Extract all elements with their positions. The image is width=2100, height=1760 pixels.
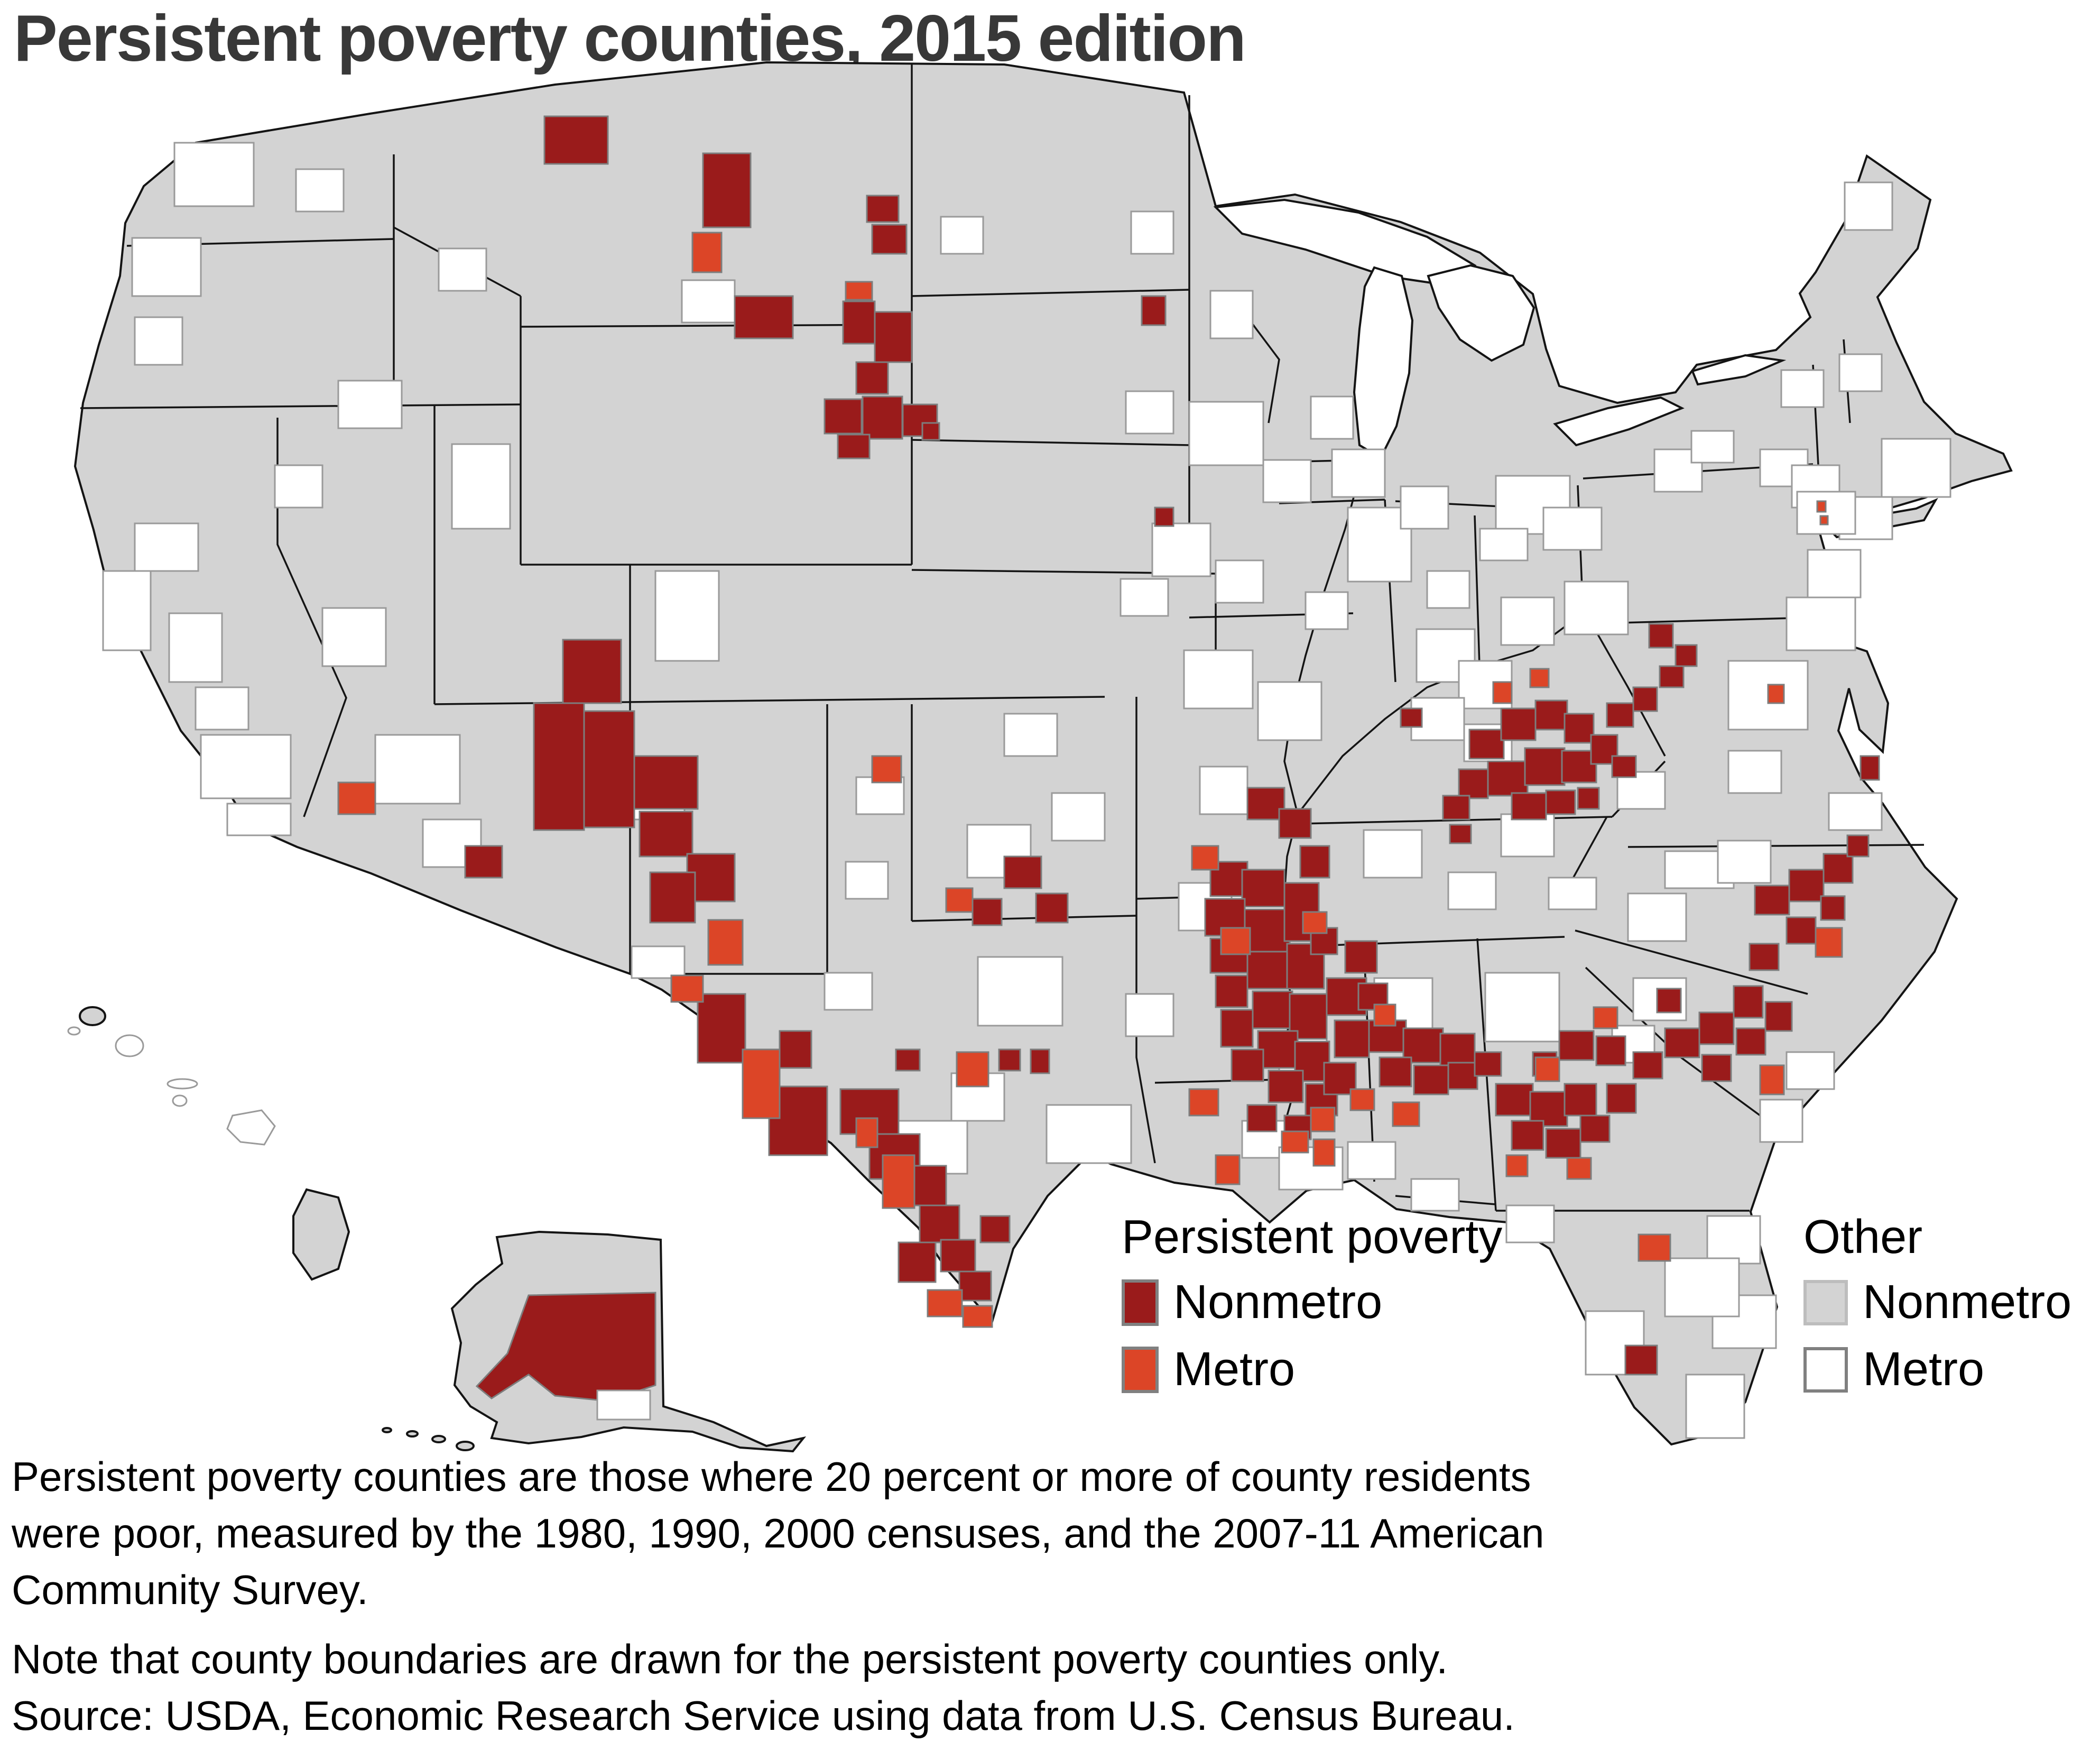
pp-metro-label: Metro bbox=[1173, 1343, 1296, 1396]
other-metro-counties-layer bbox=[102, 142, 1951, 1439]
alaska-inset bbox=[382, 1230, 807, 1453]
caption-line: Community Survey. bbox=[12, 1567, 368, 1613]
legend-other-title: Other bbox=[1803, 1211, 1923, 1264]
lake-ontario bbox=[1691, 354, 1787, 386]
alaska-metro-patch bbox=[596, 1389, 651, 1421]
lanai bbox=[172, 1094, 188, 1107]
legend-persistent-poverty-title: Persistent poverty bbox=[1122, 1211, 1503, 1264]
caption-line: were poor, measured by the 1980, 1990, 2… bbox=[12, 1510, 1544, 1556]
legend-item-pp-nonmetro: Nonmetro bbox=[1122, 1275, 1502, 1330]
caption-note: Note that county boundaries are drawn fo… bbox=[12, 1636, 1448, 1682]
pp-nonmetro-swatch bbox=[1122, 1279, 1159, 1326]
other-metro-swatch bbox=[1803, 1347, 1848, 1393]
other-metro-label: Metro bbox=[1863, 1343, 1985, 1396]
kauai bbox=[79, 1006, 106, 1026]
molokai bbox=[166, 1078, 198, 1090]
maui bbox=[226, 1109, 276, 1146]
page-title: Persistent poverty counties, 2015 editio… bbox=[14, 2, 1246, 75]
caption-line: Persistent poverty counties are those wh… bbox=[12, 1453, 1531, 1500]
niihau bbox=[67, 1026, 81, 1036]
other-nonmetro-label: Nonmetro bbox=[1863, 1276, 2072, 1329]
legend-item-pp-metro: Metro bbox=[1122, 1342, 1502, 1397]
other-nonmetro-swatch bbox=[1803, 1279, 1848, 1325]
caption-source: Source: USDA, Economic Research Service … bbox=[12, 1692, 1515, 1739]
hawaii-inset bbox=[67, 1006, 350, 1281]
alaska-pp-nonmetro-region bbox=[475, 1292, 656, 1402]
legend-item-other-nonmetro: Nonmetro bbox=[1803, 1275, 2071, 1330]
oahu bbox=[115, 1034, 144, 1057]
legend-other: Other Nonmetro Metro bbox=[1803, 1212, 2071, 1397]
caption-note-source: Note that county boundaries are drawn fo… bbox=[12, 1631, 1515, 1744]
caption-definition: Persistent poverty counties are those wh… bbox=[12, 1449, 1544, 1618]
pp-nonmetro-label: Nonmetro bbox=[1173, 1276, 1383, 1329]
legend-item-other-metro: Metro bbox=[1803, 1342, 2071, 1397]
lake-huron bbox=[1427, 264, 1535, 362]
pp-metro-swatch bbox=[1122, 1346, 1159, 1393]
hawaii-big-island bbox=[292, 1188, 350, 1281]
lake-erie bbox=[1553, 396, 1685, 447]
persistent-poverty-metro-counties-layer bbox=[337, 232, 1843, 1328]
aleutian-islands bbox=[382, 1427, 475, 1451]
legend-persistent-poverty: Persistent poverty Nonmetro Metro bbox=[1122, 1212, 1502, 1397]
